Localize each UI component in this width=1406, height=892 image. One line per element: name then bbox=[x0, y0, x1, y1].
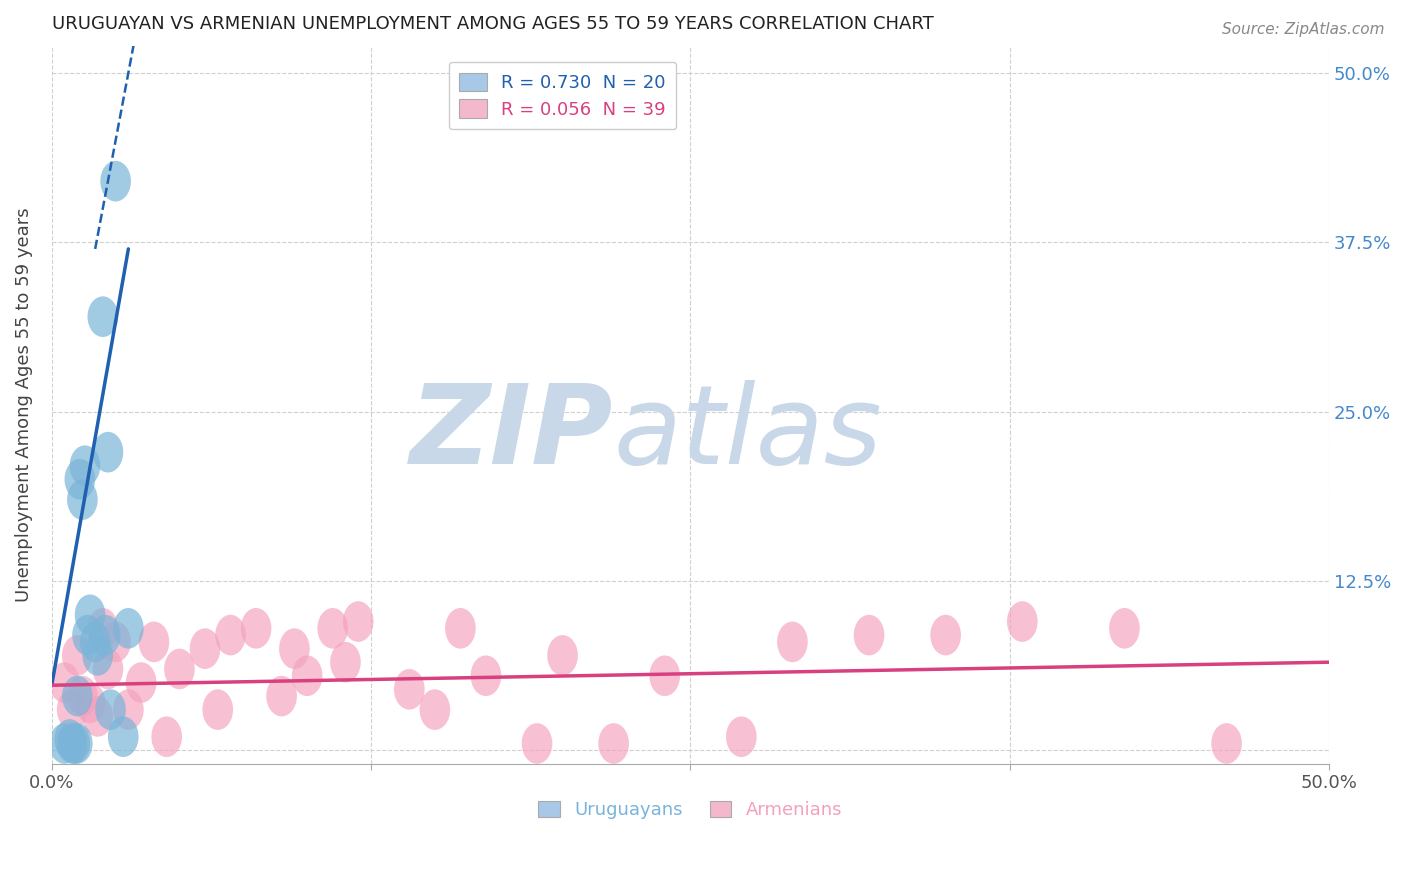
Ellipse shape bbox=[87, 608, 118, 648]
Ellipse shape bbox=[65, 459, 96, 500]
Ellipse shape bbox=[446, 608, 475, 648]
Ellipse shape bbox=[100, 161, 131, 202]
Ellipse shape bbox=[522, 723, 553, 764]
Ellipse shape bbox=[419, 690, 450, 730]
Ellipse shape bbox=[80, 622, 111, 662]
Ellipse shape bbox=[96, 690, 125, 730]
Ellipse shape bbox=[70, 445, 100, 486]
Ellipse shape bbox=[931, 615, 960, 656]
Ellipse shape bbox=[165, 648, 195, 690]
Ellipse shape bbox=[240, 608, 271, 648]
Legend: Uruguayans, Armenians: Uruguayans, Armenians bbox=[531, 794, 849, 827]
Ellipse shape bbox=[72, 615, 103, 656]
Ellipse shape bbox=[90, 615, 121, 656]
Ellipse shape bbox=[778, 622, 807, 662]
Ellipse shape bbox=[547, 635, 578, 676]
Ellipse shape bbox=[471, 656, 502, 696]
Ellipse shape bbox=[853, 615, 884, 656]
Ellipse shape bbox=[83, 696, 112, 737]
Ellipse shape bbox=[112, 690, 143, 730]
Ellipse shape bbox=[93, 648, 124, 690]
Text: Source: ZipAtlas.com: Source: ZipAtlas.com bbox=[1222, 22, 1385, 37]
Ellipse shape bbox=[83, 635, 112, 676]
Text: atlas: atlas bbox=[613, 380, 882, 487]
Ellipse shape bbox=[75, 682, 105, 723]
Ellipse shape bbox=[190, 628, 221, 669]
Ellipse shape bbox=[202, 690, 233, 730]
Ellipse shape bbox=[215, 615, 246, 656]
Ellipse shape bbox=[62, 676, 93, 716]
Ellipse shape bbox=[725, 716, 756, 757]
Ellipse shape bbox=[394, 669, 425, 710]
Ellipse shape bbox=[292, 656, 322, 696]
Ellipse shape bbox=[650, 656, 681, 696]
Ellipse shape bbox=[266, 676, 297, 716]
Ellipse shape bbox=[330, 642, 361, 682]
Ellipse shape bbox=[55, 719, 84, 760]
Ellipse shape bbox=[278, 628, 309, 669]
Ellipse shape bbox=[49, 662, 80, 703]
Ellipse shape bbox=[67, 479, 98, 520]
Ellipse shape bbox=[100, 622, 131, 662]
Ellipse shape bbox=[87, 296, 118, 337]
Ellipse shape bbox=[599, 723, 628, 764]
Ellipse shape bbox=[1007, 601, 1038, 642]
Ellipse shape bbox=[152, 716, 181, 757]
Ellipse shape bbox=[93, 432, 124, 473]
Text: URUGUAYAN VS ARMENIAN UNEMPLOYMENT AMONG AGES 55 TO 59 YEARS CORRELATION CHART: URUGUAYAN VS ARMENIAN UNEMPLOYMENT AMONG… bbox=[52, 15, 934, 33]
Ellipse shape bbox=[108, 716, 139, 757]
Ellipse shape bbox=[62, 723, 93, 764]
Ellipse shape bbox=[67, 676, 98, 716]
Y-axis label: Unemployment Among Ages 55 to 59 years: Unemployment Among Ages 55 to 59 years bbox=[15, 208, 32, 602]
Ellipse shape bbox=[343, 601, 374, 642]
Ellipse shape bbox=[112, 608, 143, 648]
Ellipse shape bbox=[56, 690, 87, 730]
Ellipse shape bbox=[62, 635, 93, 676]
Ellipse shape bbox=[125, 662, 156, 703]
Ellipse shape bbox=[1109, 608, 1140, 648]
Text: ZIP: ZIP bbox=[411, 380, 613, 487]
Ellipse shape bbox=[59, 723, 90, 764]
Ellipse shape bbox=[49, 723, 80, 764]
Ellipse shape bbox=[1212, 723, 1241, 764]
Ellipse shape bbox=[139, 622, 169, 662]
Ellipse shape bbox=[56, 723, 87, 764]
Ellipse shape bbox=[75, 594, 105, 635]
Ellipse shape bbox=[318, 608, 349, 648]
